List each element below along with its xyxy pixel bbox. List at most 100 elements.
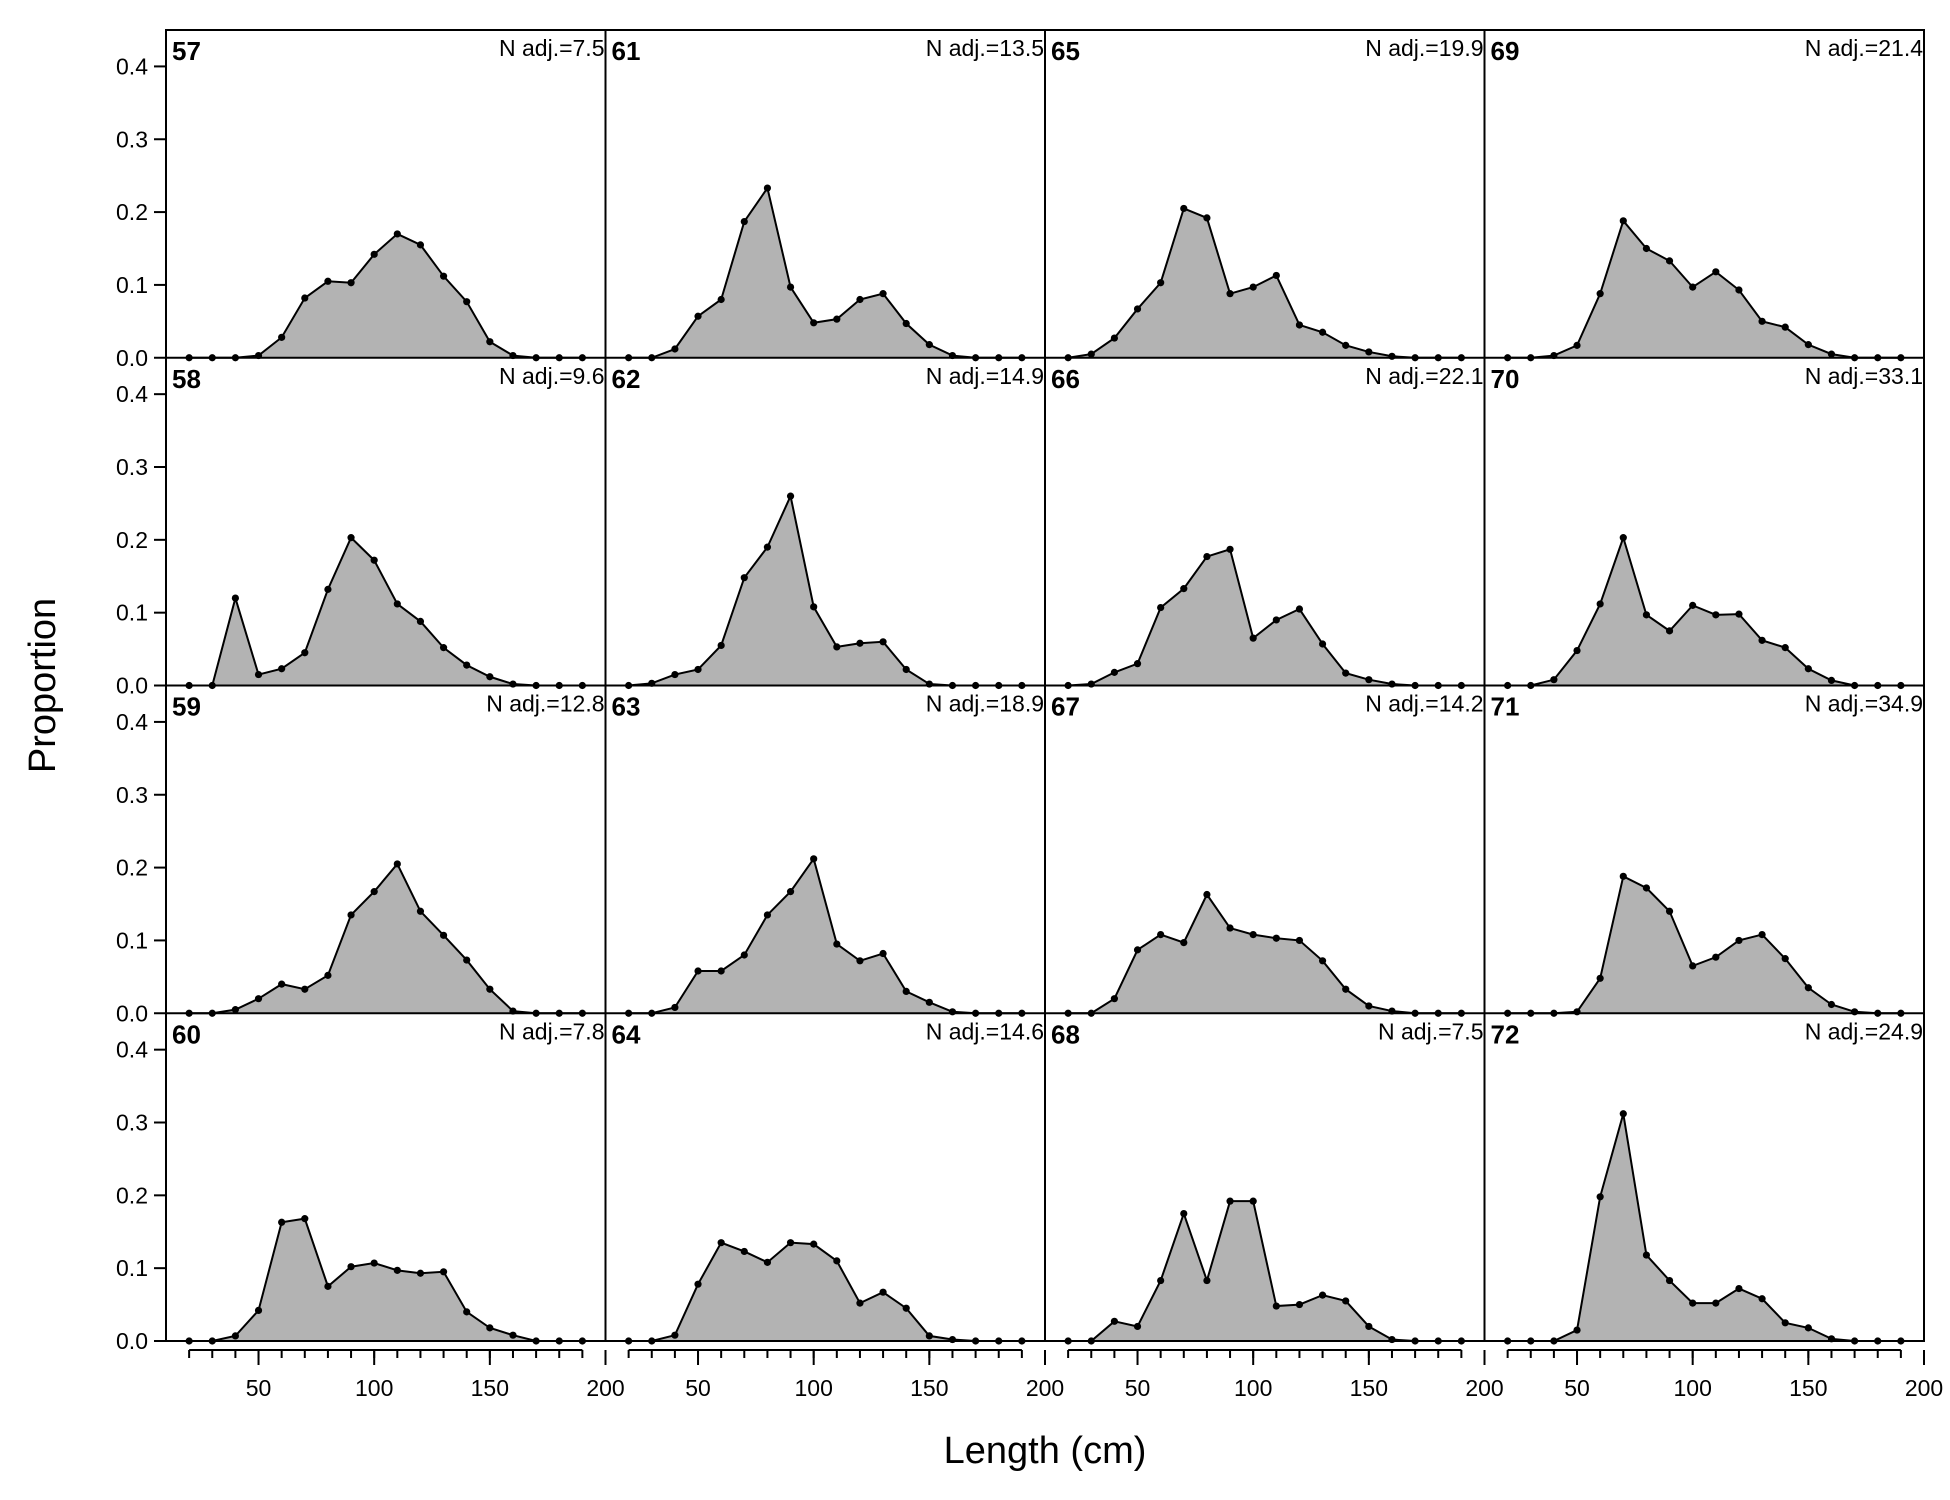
data-point-71-110 xyxy=(1712,953,1720,961)
data-point-58-80 xyxy=(324,585,332,593)
data-point-68-50 xyxy=(1133,1322,1142,1331)
area-fill-58 xyxy=(189,537,583,686)
data-point-69-80 xyxy=(1642,244,1651,253)
area-fill-57 xyxy=(189,233,583,358)
panel-title-68: 68 xyxy=(1051,1019,1080,1049)
series-line-70 xyxy=(1507,534,1901,687)
data-point-70-120 xyxy=(1735,610,1743,618)
data-point-68-160 xyxy=(1388,1335,1396,1344)
data-point-64-60 xyxy=(717,1239,725,1247)
data-point-70-100 xyxy=(1689,601,1697,609)
area-fill-65 xyxy=(1068,208,1462,358)
data-point-64-160 xyxy=(948,1335,957,1344)
data-point-66-40 xyxy=(1110,668,1118,676)
panel-label-61: N adj.=13.5 xyxy=(926,35,1044,61)
data-point-64-90 xyxy=(786,1239,795,1247)
panel-label-71: N adj.=34.9 xyxy=(1805,691,1923,717)
data-point-66-140 xyxy=(1342,669,1350,677)
data-point-58-120 xyxy=(416,617,425,626)
panel-title-72: 72 xyxy=(1491,1019,1520,1049)
y-tick-label: 0.4 xyxy=(116,381,148,407)
data-point-58-150 xyxy=(486,673,494,681)
data-point-63-160 xyxy=(948,1008,957,1016)
data-point-58-100 xyxy=(370,556,378,564)
x-tick-label: 150 xyxy=(1350,1375,1388,1401)
data-point-58-160 xyxy=(509,680,517,688)
y-tick-label: 0.0 xyxy=(116,673,148,699)
y-tick-label: 0.2 xyxy=(116,1182,148,1208)
series-line-69 xyxy=(1507,218,1901,359)
data-point-65-40 xyxy=(1110,334,1118,342)
area-fill-70 xyxy=(1507,537,1901,686)
series-line-61 xyxy=(628,185,1022,359)
data-point-58-130 xyxy=(439,644,448,652)
panel-title-58: 58 xyxy=(172,364,201,394)
y-tick-label: 0.1 xyxy=(116,272,148,298)
data-point-59-60 xyxy=(278,980,286,988)
data-point-68-140 xyxy=(1342,1297,1350,1305)
data-point-62-110 xyxy=(833,643,841,651)
y-tick-label: 0.1 xyxy=(116,1255,148,1281)
data-point-63-60 xyxy=(717,967,725,975)
data-point-71-140 xyxy=(1781,955,1789,963)
panel-title-63: 63 xyxy=(612,692,641,722)
series-line-58 xyxy=(189,535,583,687)
area-fill-60 xyxy=(189,1218,583,1341)
data-point-71-100 xyxy=(1689,962,1697,970)
series-line-66 xyxy=(1068,548,1462,687)
data-point-67-80 xyxy=(1203,890,1211,899)
data-point-68-120 xyxy=(1295,1300,1304,1309)
series-line-71 xyxy=(1507,874,1901,1015)
series-line-65 xyxy=(1067,207,1462,359)
series-line-63 xyxy=(628,856,1022,1015)
data-point-68-110 xyxy=(1272,1302,1280,1310)
data-point-57-130 xyxy=(439,272,448,280)
series-line-57 xyxy=(189,232,583,359)
data-point-70-60 xyxy=(1596,600,1604,608)
y-tick-label: 0.0 xyxy=(116,345,148,371)
area-fill-66 xyxy=(1068,549,1462,686)
data-point-60-110 xyxy=(393,1266,401,1274)
data-point-69-120 xyxy=(1735,286,1743,294)
data-point-70-40 xyxy=(1550,676,1558,684)
data-point-67-90 xyxy=(1226,924,1234,932)
data-point-65-120 xyxy=(1295,321,1304,329)
data-point-70-50 xyxy=(1573,646,1581,655)
panel-title-57: 57 xyxy=(172,36,201,66)
data-point-58-40 xyxy=(231,594,239,602)
y-tick-label: 0.1 xyxy=(116,927,148,953)
data-point-60-40 xyxy=(231,1332,239,1340)
data-point-59-70 xyxy=(301,985,309,993)
panel-label-58: N adj.=9.6 xyxy=(499,363,605,389)
data-point-65-110 xyxy=(1272,271,1280,280)
data-point-58-50 xyxy=(254,670,263,679)
data-point-59-110 xyxy=(393,860,401,868)
data-point-71-50 xyxy=(1573,1008,1581,1016)
data-point-68-60 xyxy=(1157,1276,1165,1285)
data-point-64-100 xyxy=(810,1240,818,1248)
y-tick-label: 0.1 xyxy=(116,600,148,626)
data-point-57-80 xyxy=(324,277,332,285)
panel-title-65: 65 xyxy=(1051,36,1080,66)
area-fill-67 xyxy=(1068,894,1462,1014)
data-point-60-90 xyxy=(347,1263,355,1271)
panel-label-60: N adj.=7.8 xyxy=(499,1018,605,1044)
data-point-67-130 xyxy=(1318,957,1327,965)
x-tick-label: 150 xyxy=(471,1375,509,1401)
data-point-61-120 xyxy=(856,295,864,304)
data-point-69-160 xyxy=(1827,350,1836,358)
panel-title-71: 71 xyxy=(1491,692,1520,722)
data-point-68-130 xyxy=(1318,1291,1327,1299)
data-point-64-130 xyxy=(879,1288,887,1296)
data-point-62-60 xyxy=(717,641,725,650)
data-point-70-150 xyxy=(1804,665,1812,673)
data-point-61-140 xyxy=(902,319,910,328)
y-tick-label: 0.4 xyxy=(116,1037,148,1063)
data-point-66-120 xyxy=(1295,605,1304,613)
data-point-67-140 xyxy=(1342,985,1350,993)
data-point-71-160 xyxy=(1827,1000,1836,1009)
panel-label-63: N adj.=18.9 xyxy=(926,691,1044,717)
area-fill-72 xyxy=(1507,1113,1901,1341)
x-tick-label: 50 xyxy=(246,1375,272,1401)
